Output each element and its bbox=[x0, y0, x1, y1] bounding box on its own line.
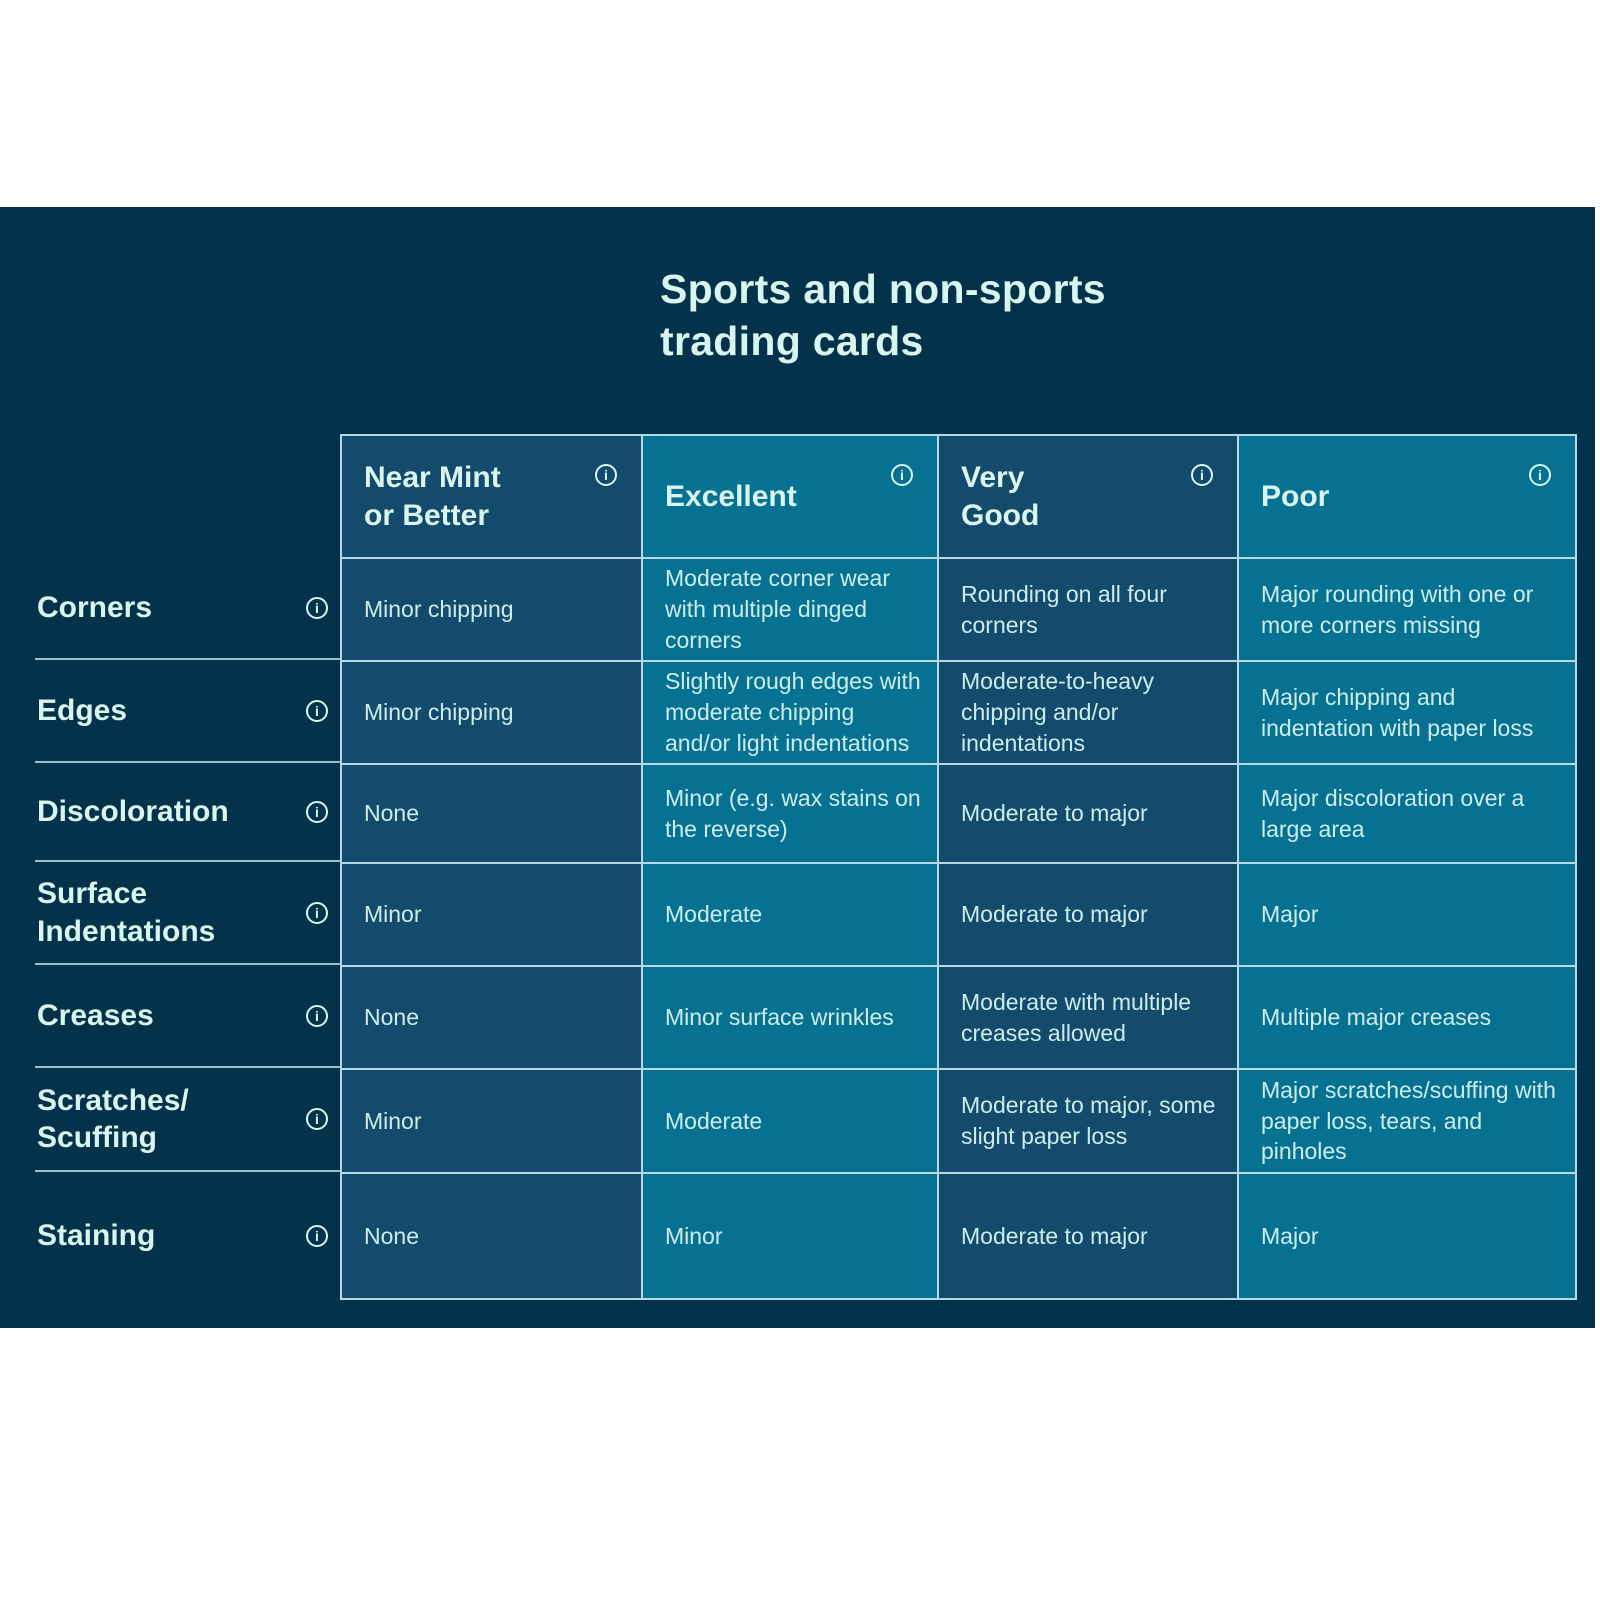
info-icon[interactable]: i bbox=[1529, 464, 1551, 486]
grade-cell-corners-very-good: Rounding on all four corners bbox=[939, 559, 1237, 660]
grade-cell-scratches-scuffing-very-good: Moderate to major, some slight paper los… bbox=[939, 1070, 1237, 1172]
row-label-text: Discoloration bbox=[37, 794, 229, 828]
column-header-poor: Poor i bbox=[1239, 436, 1575, 557]
row-label-text: Surface Indentations bbox=[37, 877, 216, 948]
grade-cell-surface-indentations-excellent: Moderate bbox=[643, 864, 937, 965]
grade-cell-creases-very-good: Moderate with multiple creases allowed bbox=[939, 967, 1237, 1068]
row-label-text: Staining bbox=[37, 1219, 156, 1253]
grade-cell-staining-excellent: Minor bbox=[643, 1174, 937, 1298]
column-header-label: Very Good bbox=[961, 461, 1040, 532]
info-icon[interactable]: i bbox=[306, 901, 328, 924]
info-icon[interactable]: i bbox=[1191, 464, 1213, 486]
row-label-text: Corners bbox=[37, 590, 153, 624]
column-header-label: Excellent bbox=[665, 479, 797, 513]
row-label-discoloration: Discoloration i bbox=[35, 763, 340, 862]
column-header-excellent: Excellent i bbox=[643, 436, 937, 557]
grading-table: Near Mint or Better i Excellent i Very Good i… bbox=[340, 434, 1577, 1300]
row-label-text: Scratches/ Scuffing bbox=[37, 1083, 189, 1155]
grade-cell-edges-near-mint-or-better: Minor chipping bbox=[342, 662, 641, 763]
grading-panel: Sports and non-sports trading cards Corn… bbox=[0, 207, 1595, 1328]
grade-cell-scratches-scuffing-excellent: Moderate bbox=[643, 1070, 937, 1172]
column-header-very-good: Very Good i bbox=[939, 436, 1237, 557]
grade-cell-staining-poor: Major bbox=[1239, 1174, 1575, 1298]
row-label-scratches-scuffing: Scratches/ Scuffing i bbox=[35, 1068, 340, 1172]
info-icon[interactable]: i bbox=[306, 699, 328, 722]
grade-cell-corners-excellent: Moderate corner wear with multiple dinge… bbox=[643, 559, 937, 660]
row-label-creases: Creases i bbox=[35, 965, 340, 1068]
row-label-surface-indentations: Surface Indentations i bbox=[35, 862, 340, 965]
grade-cell-discoloration-excellent: Minor (e.g. wax stains on the reverse) bbox=[643, 765, 937, 862]
grade-cell-surface-indentations-poor: Major bbox=[1239, 864, 1575, 965]
info-icon[interactable]: i bbox=[306, 1108, 328, 1130]
grade-cell-scratches-scuffing-poor: Major scratches/scuffing with paper loss… bbox=[1239, 1070, 1575, 1172]
grade-cell-surface-indentations-very-good: Moderate to major bbox=[939, 864, 1237, 965]
grade-cell-scratches-scuffing-near-mint-or-better: Minor bbox=[342, 1070, 641, 1172]
grade-cell-creases-poor: Multiple major creases bbox=[1239, 967, 1575, 1068]
column-header-near-mint-or-better: Near Mint or Better i bbox=[342, 436, 641, 557]
grade-cell-discoloration-near-mint-or-better: None bbox=[342, 765, 641, 862]
grade-cell-edges-excellent: Slightly rough edges with moderate chipp… bbox=[643, 662, 937, 763]
grade-cell-discoloration-very-good: Moderate to major bbox=[939, 765, 1237, 862]
grade-cell-corners-near-mint-or-better: Minor chipping bbox=[342, 559, 641, 660]
info-icon[interactable]: i bbox=[306, 1004, 328, 1027]
grade-cell-edges-poor: Major chipping and indentation with pape… bbox=[1239, 662, 1575, 763]
row-label-corners: Corners i bbox=[35, 557, 340, 660]
info-icon[interactable]: i bbox=[595, 464, 617, 486]
row-labels: Corners i Edges i Discoloration i Surface Inde… bbox=[35, 557, 340, 1300]
grade-cell-discoloration-poor: Major discoloration over a large area bbox=[1239, 765, 1575, 862]
grade-cell-staining-very-good: Moderate to major bbox=[939, 1174, 1237, 1298]
row-label-staining: Staining i bbox=[35, 1172, 340, 1300]
grade-cell-creases-excellent: Minor surface wrinkles bbox=[643, 967, 937, 1068]
row-label-text: Creases bbox=[37, 998, 154, 1032]
info-icon[interactable]: i bbox=[891, 464, 913, 486]
row-label-edges: Edges i bbox=[35, 660, 340, 763]
grade-cell-edges-very-good: Moderate-to-heavy chipping and/or indent… bbox=[939, 662, 1237, 763]
grade-cell-staining-near-mint-or-better: None bbox=[342, 1174, 641, 1298]
grade-cell-corners-poor: Major rounding with one or more corners … bbox=[1239, 559, 1575, 660]
info-icon[interactable]: i bbox=[306, 800, 328, 823]
panel-title: Sports and non-sports trading cards bbox=[660, 266, 1106, 365]
row-label-text: Edges bbox=[37, 693, 128, 727]
grade-cell-creases-near-mint-or-better: None bbox=[342, 967, 641, 1068]
info-icon[interactable]: i bbox=[306, 596, 328, 619]
column-header-label: Near Mint or Better bbox=[364, 461, 501, 532]
grade-cell-surface-indentations-near-mint-or-better: Minor bbox=[342, 864, 641, 965]
column-header-label: Poor bbox=[1261, 479, 1330, 513]
info-icon[interactable]: i bbox=[306, 1225, 328, 1247]
